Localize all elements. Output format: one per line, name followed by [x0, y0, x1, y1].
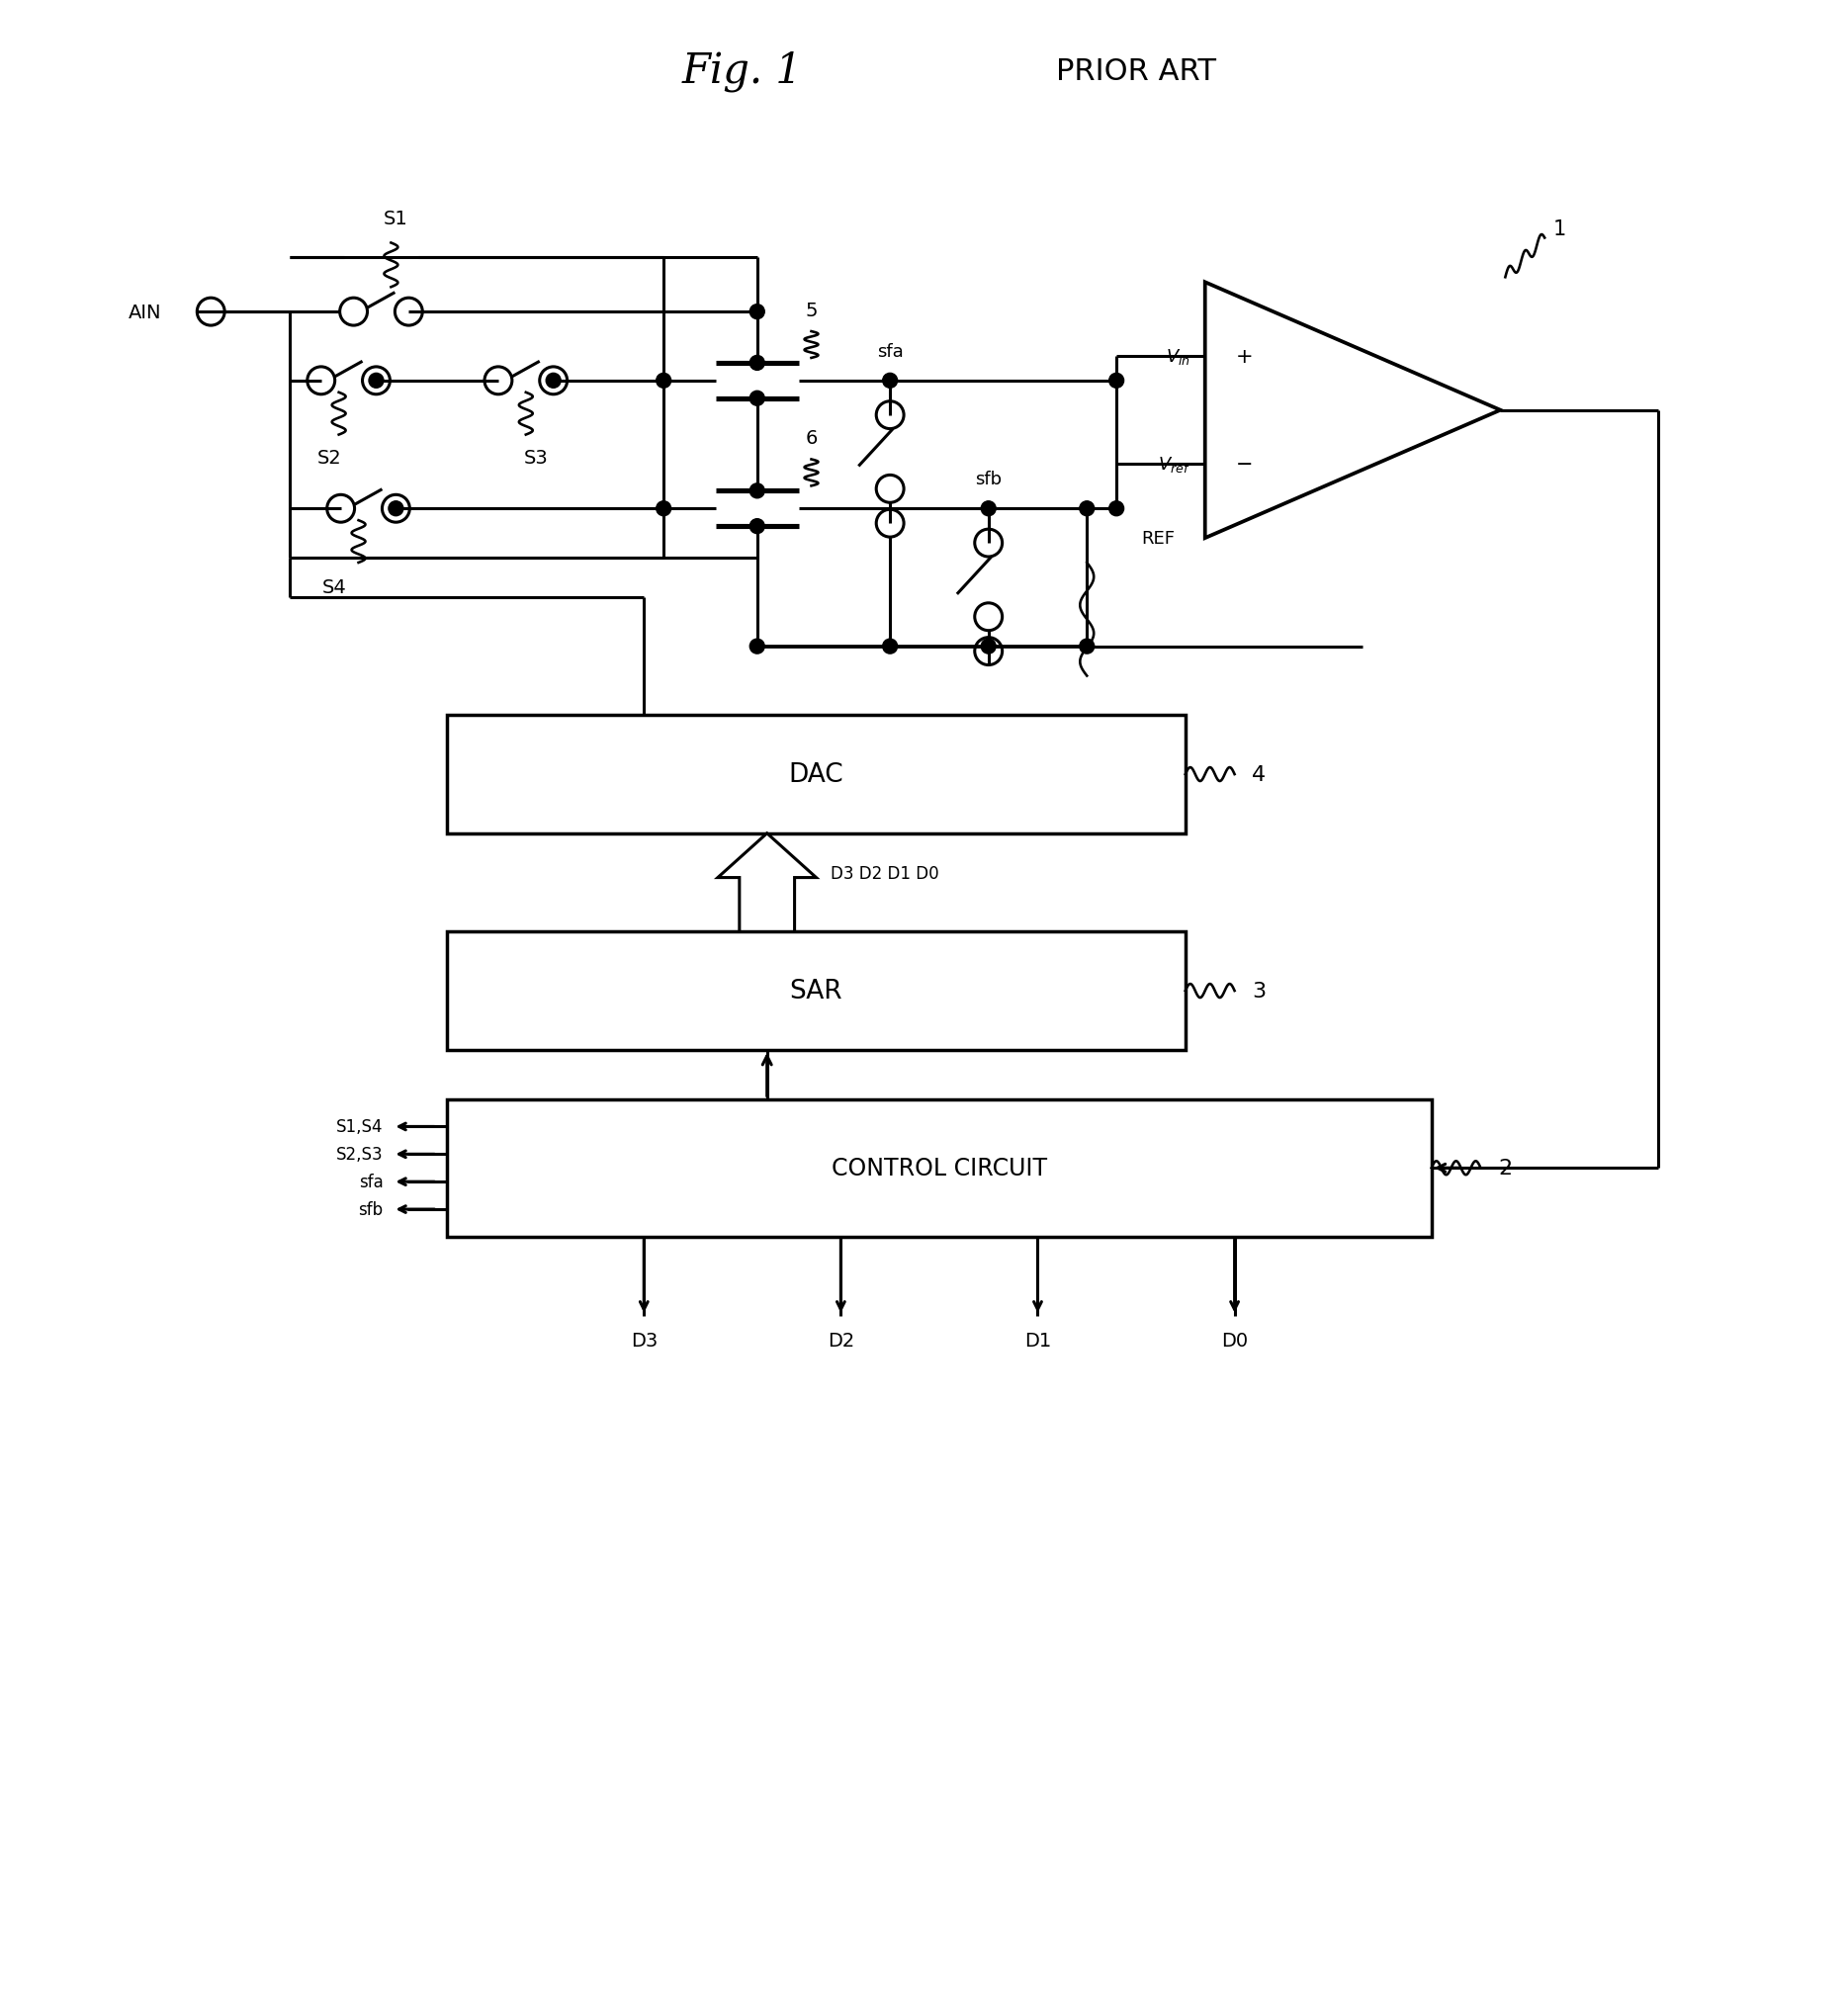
Circle shape	[981, 502, 996, 516]
Circle shape	[545, 374, 560, 388]
Text: 6: 6	[806, 430, 817, 448]
Circle shape	[974, 603, 1002, 631]
Circle shape	[876, 476, 904, 504]
Circle shape	[750, 520, 765, 534]
Text: sfa: sfa	[359, 1173, 383, 1191]
Text: sfb: sfb	[976, 470, 1002, 488]
Text: 2: 2	[1499, 1159, 1512, 1177]
Circle shape	[656, 502, 671, 516]
Text: AIN: AIN	[129, 303, 161, 321]
Circle shape	[883, 374, 898, 388]
Text: S2: S2	[316, 448, 342, 468]
Circle shape	[876, 402, 904, 430]
Text: SAR: SAR	[789, 978, 843, 1004]
Circle shape	[750, 305, 765, 319]
Text: S1: S1	[384, 209, 408, 229]
Circle shape	[540, 368, 567, 396]
Circle shape	[974, 530, 1002, 556]
Text: D0: D0	[1222, 1332, 1247, 1350]
Circle shape	[327, 496, 355, 522]
Text: +: +	[1236, 348, 1253, 366]
Text: $V_{in}$: $V_{in}$	[1166, 348, 1190, 366]
Circle shape	[370, 374, 384, 388]
Circle shape	[981, 639, 996, 655]
Text: D3: D3	[630, 1332, 658, 1350]
Text: $V_{ref}$: $V_{ref}$	[1157, 454, 1190, 474]
Text: REF: REF	[1140, 530, 1175, 548]
Text: S4: S4	[322, 579, 346, 597]
Text: −: −	[1236, 454, 1253, 474]
Text: CONTROL CIRCUIT: CONTROL CIRCUIT	[832, 1157, 1048, 1179]
Text: D2: D2	[828, 1332, 854, 1350]
Text: PRIOR ART: PRIOR ART	[1055, 56, 1216, 86]
Text: Fig. 1: Fig. 1	[682, 50, 802, 92]
Text: D1: D1	[1024, 1332, 1052, 1350]
Circle shape	[750, 356, 765, 372]
Circle shape	[198, 299, 225, 325]
Circle shape	[383, 496, 410, 522]
Circle shape	[750, 639, 765, 655]
Circle shape	[362, 368, 390, 396]
Text: S1,S4: S1,S4	[336, 1119, 383, 1135]
Circle shape	[1109, 374, 1124, 388]
Circle shape	[750, 392, 765, 406]
Text: D3 D2 D1 D0: D3 D2 D1 D0	[832, 864, 939, 882]
Text: 1: 1	[1552, 219, 1565, 239]
Circle shape	[1079, 639, 1094, 655]
Circle shape	[388, 502, 403, 516]
Circle shape	[883, 639, 898, 655]
Text: 3: 3	[1253, 980, 1266, 1000]
Circle shape	[1109, 502, 1124, 516]
Text: 5: 5	[806, 301, 817, 319]
Circle shape	[1079, 502, 1094, 516]
Text: 4: 4	[1253, 765, 1266, 786]
Circle shape	[656, 374, 671, 388]
Bar	[447, 715, 1185, 834]
Bar	[447, 932, 1185, 1051]
Text: sfb: sfb	[359, 1201, 383, 1219]
Circle shape	[750, 484, 765, 498]
Text: sfa: sfa	[876, 344, 904, 362]
Circle shape	[876, 510, 904, 538]
Circle shape	[395, 299, 423, 325]
Polygon shape	[717, 834, 817, 932]
Circle shape	[974, 639, 1002, 665]
Circle shape	[307, 368, 334, 396]
Circle shape	[340, 299, 368, 325]
Circle shape	[484, 368, 512, 396]
Bar	[447, 1099, 1432, 1238]
Text: DAC: DAC	[789, 761, 845, 788]
Text: S2,S3: S2,S3	[336, 1145, 383, 1163]
Text: S3: S3	[523, 448, 547, 468]
